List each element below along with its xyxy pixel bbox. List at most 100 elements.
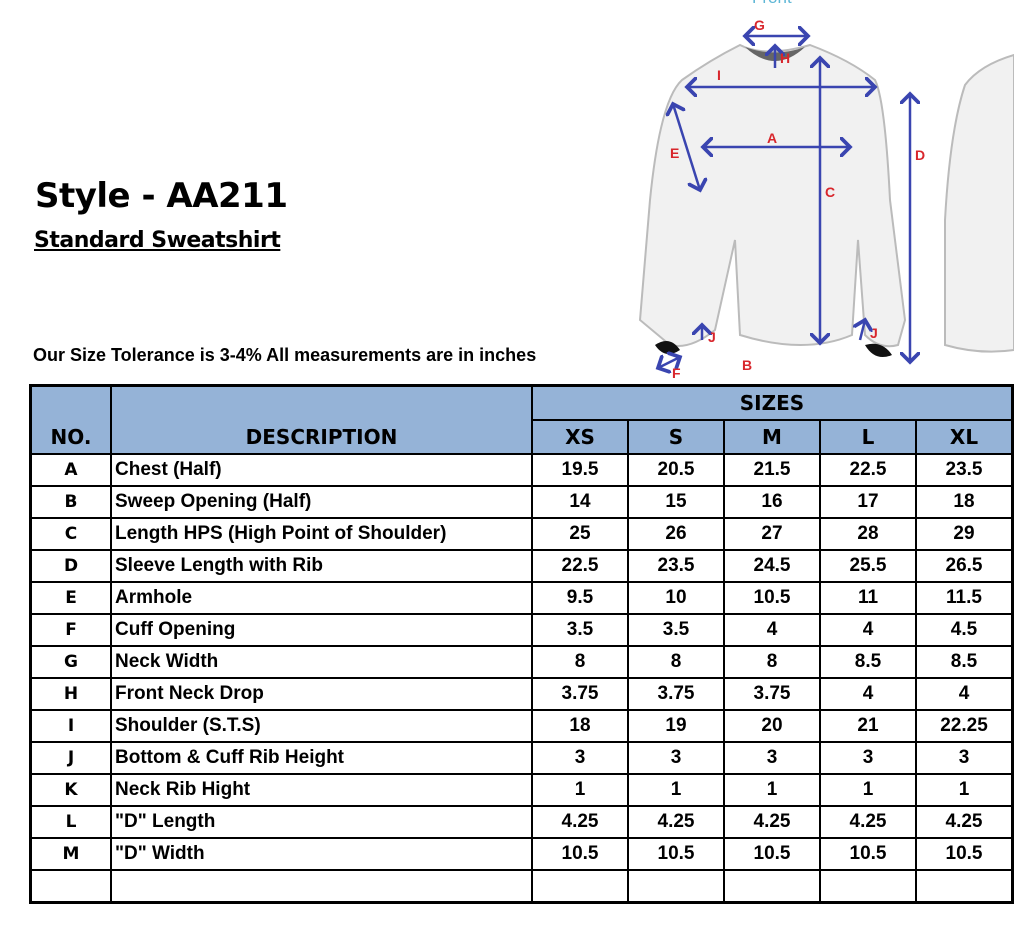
row-value-l: 25.5 (819, 548, 917, 583)
row-description: "D" Length (110, 804, 533, 839)
diagram-letter: F (672, 365, 681, 380)
diagram-letter: A (767, 130, 777, 146)
header-size-l: L (819, 418, 917, 455)
diagram-letter: C (825, 184, 835, 200)
empty-cell (627, 868, 725, 903)
size-chart-table: NO. DESCRIPTION SIZES XS S M L XL A Chest… (29, 384, 1014, 904)
row-no: F (29, 612, 112, 647)
row-value-xl: 11.5 (915, 580, 1014, 615)
table-row: C Length HPS (High Point of Shoulder) 25 26… (29, 516, 1014, 551)
header-description: DESCRIPTION (110, 384, 533, 455)
table-row: K Neck Rib Hight 1 1 1 1 1 (29, 772, 1014, 807)
table-row: E Armhole 9.5 10 10.5 11 11.5 (29, 580, 1014, 615)
row-value-xs: 3.5 (531, 612, 629, 647)
row-value-s: 10 (627, 580, 725, 615)
empty-cell (29, 868, 112, 903)
row-description: Neck Rib Hight (110, 772, 533, 807)
page-title: Style - AA211 (35, 176, 288, 216)
diagram-letter: J (708, 329, 716, 345)
row-value-l: 1 (819, 772, 917, 807)
empty-row (29, 868, 1014, 903)
row-value-xs: 19.5 (531, 452, 629, 487)
diagram-letter: I (717, 67, 721, 83)
diagram-letter: B (742, 357, 752, 373)
row-value-xl: 22.25 (915, 708, 1014, 743)
diagram-letter: J (870, 325, 878, 341)
empty-cell (723, 868, 821, 903)
row-value-l: 11 (819, 580, 917, 615)
row-value-xs: 3 (531, 740, 629, 775)
row-value-m: 3.75 (723, 676, 821, 711)
row-no: K (29, 772, 112, 807)
row-value-l: 3 (819, 740, 917, 775)
shirt-back-shape (944, 53, 1014, 353)
row-no: A (29, 452, 112, 487)
header-size-m: M (723, 418, 821, 455)
cuff-right (865, 343, 892, 358)
row-no: C (29, 516, 112, 551)
row-value-xs: 3.75 (531, 676, 629, 711)
row-description: Neck Width (110, 644, 533, 679)
row-value-l: 22.5 (819, 452, 917, 487)
row-value-s: 8 (627, 644, 725, 679)
table-row: M "D" Width 10.5 10.5 10.5 10.5 10.5 (29, 836, 1014, 871)
row-value-xs: 10.5 (531, 836, 629, 871)
row-value-s: 26 (627, 516, 725, 551)
row-value-xs: 14 (531, 484, 629, 519)
row-value-s: 15 (627, 484, 725, 519)
row-description: Cuff Opening (110, 612, 533, 647)
row-value-xl: 3 (915, 740, 1014, 775)
row-value-xl: 4 (915, 676, 1014, 711)
row-description: Chest (Half) (110, 452, 533, 487)
row-no: L (29, 804, 112, 839)
diagram-letter: H (780, 50, 790, 66)
row-description: Sleeve Length with Rib (110, 548, 533, 583)
row-value-xl: 29 (915, 516, 1014, 551)
row-value-xs: 18 (531, 708, 629, 743)
row-no: D (29, 548, 112, 583)
row-value-xl: 4.5 (915, 612, 1014, 647)
diagram-letter: E (670, 145, 679, 161)
row-value-m: 16 (723, 484, 821, 519)
row-description: Length HPS (High Point of Shoulder) (110, 516, 533, 551)
tolerance-note: Our Size Tolerance is 3-4% All measureme… (33, 345, 537, 365)
row-value-xl: 23.5 (915, 452, 1014, 487)
row-value-l: 21 (819, 708, 917, 743)
row-value-xs: 9.5 (531, 580, 629, 615)
row-value-xl: 8.5 (915, 644, 1014, 679)
header-size-xl: XL (915, 418, 1014, 455)
diagram-letter: D (915, 147, 925, 163)
row-value-s: 1 (627, 772, 725, 807)
table-row: G Neck Width 8 8 8 8.5 8.5 (29, 644, 1014, 679)
shirt-front-shape (638, 43, 907, 348)
row-description: Bottom & Cuff Rib Height (110, 740, 533, 775)
row-value-m: 4.25 (723, 804, 821, 839)
header-no: NO. (29, 384, 112, 455)
row-value-l: 4.25 (819, 804, 917, 839)
empty-cell (531, 868, 629, 903)
row-value-s: 20.5 (627, 452, 725, 487)
row-value-m: 10.5 (723, 836, 821, 871)
row-description: Shoulder (S.T.S) (110, 708, 533, 743)
row-value-s: 19 (627, 708, 725, 743)
empty-cell (819, 868, 917, 903)
row-description: Front Neck Drop (110, 676, 533, 711)
row-value-l: 4 (819, 612, 917, 647)
row-description: Armhole (110, 580, 533, 615)
row-value-m: 21.5 (723, 452, 821, 487)
row-value-m: 27 (723, 516, 821, 551)
page-subtitle: Standard Sweatshirt (34, 228, 281, 253)
row-value-s: 3 (627, 740, 725, 775)
row-value-xs: 25 (531, 516, 629, 551)
empty-cell (915, 868, 1014, 903)
row-value-m: 20 (723, 708, 821, 743)
header-size-xs: XS (531, 418, 629, 455)
row-value-l: 28 (819, 516, 917, 551)
table-row: H Front Neck Drop 3.75 3.75 3.75 4 4 (29, 676, 1014, 711)
table-row: D Sleeve Length with Rib 22.5 23.5 24.5 25.5 2… (29, 548, 1014, 583)
row-value-xl: 4.25 (915, 804, 1014, 839)
front-label: Front (752, 0, 792, 8)
row-no: H (29, 676, 112, 711)
row-value-m: 10.5 (723, 580, 821, 615)
row-value-m: 24.5 (723, 548, 821, 583)
